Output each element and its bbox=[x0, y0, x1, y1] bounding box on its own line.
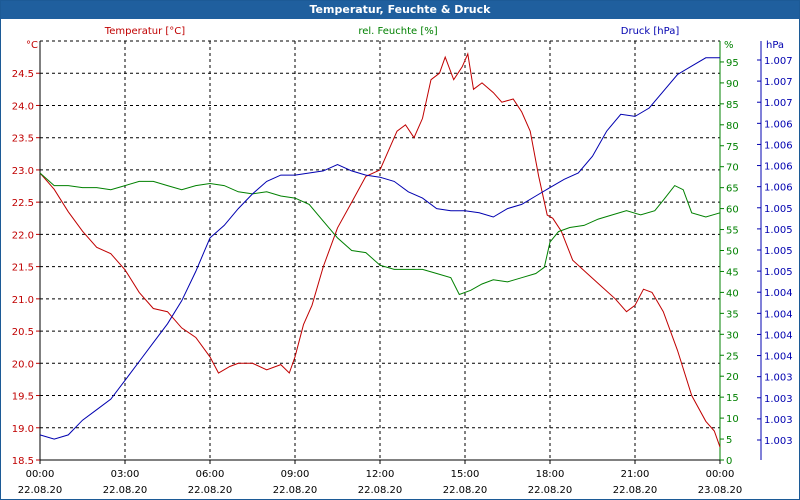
y-right2-tick-label: 1.005 bbox=[764, 204, 793, 215]
series-line-temperature bbox=[39, 52, 721, 448]
y-right1-tick-label: 85 bbox=[726, 100, 739, 111]
x-tick-label-time: 03:00 bbox=[111, 469, 140, 480]
y-right1-tick-label: 30 bbox=[726, 330, 739, 341]
x-tick-label-time: 12:00 bbox=[366, 469, 395, 480]
y-right2-tick-label: 1.007 bbox=[764, 98, 793, 109]
y-right1-tick-label: 90 bbox=[726, 79, 739, 90]
x-tick-label-date: 22.08.20 bbox=[273, 485, 318, 496]
y-right1-tick-label: 95 bbox=[726, 58, 739, 69]
y-left-tick-label: 24.0 bbox=[12, 101, 34, 112]
x-tick-label-time: 21:00 bbox=[621, 469, 650, 480]
y-right2-tick-label: 1.003 bbox=[764, 373, 793, 384]
y-right2-tick-label: 1.005 bbox=[764, 267, 793, 278]
y-right2-tick-label: 1.005 bbox=[764, 246, 793, 257]
y-right1-tick-label: 25 bbox=[726, 351, 739, 362]
series-group bbox=[39, 52, 721, 448]
x-tick-label-time: 15:00 bbox=[451, 469, 480, 480]
series-line-humidity bbox=[39, 172, 721, 296]
legend-temperature: Temperatur [°C] bbox=[104, 26, 185, 37]
x-tick-label-date: 22.08.20 bbox=[528, 485, 573, 496]
x-tick-label-time: 00:00 bbox=[26, 469, 55, 480]
legend-humidity: rel. Feuchte [%] bbox=[358, 26, 437, 37]
y-right2-tick-label: 1.003 bbox=[764, 436, 793, 447]
y-right2-tick-label: 1.006 bbox=[764, 183, 793, 194]
y-right2-tick-label: 1.004 bbox=[764, 288, 793, 299]
y-right1-tick-label: 60 bbox=[726, 205, 739, 216]
x-tick-label-date: 22.08.20 bbox=[188, 485, 233, 496]
x-tick-label-date: 22.08.20 bbox=[358, 485, 403, 496]
y-left-tick-label: 22.5 bbox=[12, 198, 34, 209]
window-title: Temperatur, Feuchte & Druck bbox=[1, 1, 799, 19]
x-tick-label-date: 22.08.20 bbox=[18, 485, 63, 496]
y-right1-tick-label: 35 bbox=[726, 309, 739, 320]
grid bbox=[40, 40, 720, 460]
y-right2-tick-label: 1.007 bbox=[764, 77, 793, 88]
y-right2-tick-label: 1.006 bbox=[764, 119, 793, 130]
axis-labels: Temperatur [°C] rel. Feuchte [%] Druck [… bbox=[12, 26, 793, 496]
axes bbox=[36, 41, 762, 464]
x-tick-label-time: 00:00 bbox=[706, 469, 735, 480]
y-right1-tick-label: 0 bbox=[726, 456, 732, 467]
x-tick-label-date: 22.08.20 bbox=[443, 485, 488, 496]
y-right1-tick-label: 45 bbox=[726, 267, 739, 278]
series-line-pressure bbox=[39, 57, 720, 440]
right1-unit: % bbox=[724, 40, 734, 51]
y-right1-tick-label: 20 bbox=[726, 372, 739, 383]
y-left-tick-label: 23.0 bbox=[12, 166, 34, 177]
y-right1-tick-label: 65 bbox=[726, 184, 739, 195]
y-right2-tick-label: 1.003 bbox=[764, 415, 793, 426]
x-tick-label-time: 06:00 bbox=[196, 469, 225, 480]
y-right2-tick-label: 1.004 bbox=[764, 330, 793, 341]
legend-pressure: Druck [hPa] bbox=[621, 26, 680, 37]
y-left-tick-label: 19.5 bbox=[12, 392, 34, 403]
y-right1-tick-label: 15 bbox=[726, 393, 739, 404]
x-tick-label-date: 22.08.20 bbox=[103, 485, 148, 496]
right2-unit: hPa bbox=[766, 40, 784, 51]
y-right1-tick-label: 75 bbox=[726, 142, 739, 153]
x-tick-label-date: 23.08.20 bbox=[698, 485, 743, 496]
y-left-tick-label: 20.5 bbox=[12, 327, 34, 338]
y-right1-tick-label: 70 bbox=[726, 163, 739, 174]
x-tick-label-time: 09:00 bbox=[281, 469, 310, 480]
y-right1-tick-label: 80 bbox=[726, 121, 739, 132]
y-right1-tick-label: 10 bbox=[726, 414, 739, 425]
y-right2-tick-label: 1.004 bbox=[764, 309, 793, 320]
x-tick-label-date: 22.08.20 bbox=[613, 485, 658, 496]
y-right2-tick-label: 1.005 bbox=[764, 225, 793, 236]
y-right1-tick-label: 5 bbox=[726, 435, 732, 446]
y-right2-tick-label: 1.006 bbox=[764, 162, 793, 173]
y-right2-tick-label: 1.006 bbox=[764, 140, 793, 151]
y-left-tick-label: 19.0 bbox=[12, 424, 34, 435]
y-left-tick-label: 20.0 bbox=[12, 359, 34, 370]
x-tick-label-time: 18:00 bbox=[536, 469, 565, 480]
y-left-tick-label: 21.0 bbox=[12, 295, 34, 306]
y-right2-tick-label: 1.004 bbox=[764, 352, 793, 363]
y-left-tick-label: 18.5 bbox=[12, 456, 34, 467]
y-left-tick-label: 21.5 bbox=[12, 263, 34, 274]
y-right1-tick-label: 40 bbox=[726, 288, 739, 299]
y-right1-tick-label: 55 bbox=[726, 226, 739, 237]
y-right2-tick-label: 1.003 bbox=[764, 394, 793, 405]
left-unit: °C bbox=[26, 40, 38, 51]
y-left-tick-label: 23.5 bbox=[12, 134, 34, 145]
y-right1-tick-label: 50 bbox=[726, 247, 739, 258]
y-right2-tick-label: 1.007 bbox=[764, 56, 793, 67]
y-left-tick-label: 22.0 bbox=[12, 230, 34, 241]
y-left-tick-label: 24.5 bbox=[12, 69, 34, 80]
